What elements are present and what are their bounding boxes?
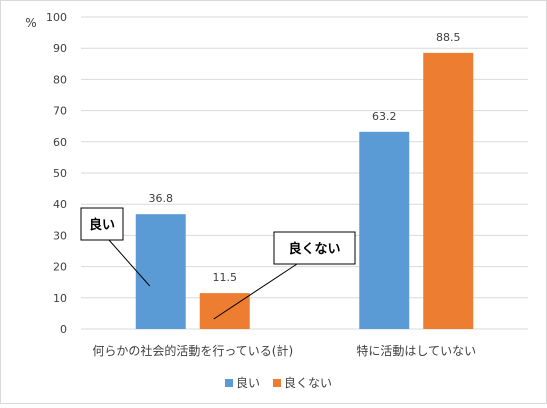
y-axis-unit-label: %	[25, 16, 36, 30]
y-tick-label: 100	[46, 11, 67, 24]
legend-label: 良い	[236, 375, 260, 390]
y-axis-ticks: 0 10 20 30 40 50 60 70 80 90 100	[46, 11, 67, 336]
bar	[359, 131, 410, 329]
category-label: 特に活動はしていない	[356, 343, 476, 358]
data-label: 88.5	[436, 31, 461, 44]
bar	[199, 293, 250, 329]
y-tick-label: 40	[53, 198, 67, 211]
callout-leader-line	[108, 239, 151, 287]
legend-swatch	[225, 379, 233, 387]
y-tick-label: 90	[53, 42, 67, 55]
legend-swatch	[273, 379, 281, 387]
bar	[423, 52, 474, 329]
data-label: 36.8	[149, 192, 174, 205]
y-tick-label: 70	[53, 105, 67, 118]
callout-box	[273, 231, 356, 265]
category-label: 何らかの社会的活動を行っている(計)	[92, 343, 293, 358]
callout-label: 良くない	[288, 241, 340, 257]
category-labels: 何らかの社会的活動を行っている(計) 特に活動はしていない	[92, 343, 476, 358]
data-label: 63.2	[372, 110, 397, 123]
y-tick-label: 30	[53, 229, 67, 242]
bar	[135, 214, 186, 329]
callout-label: 良い	[89, 217, 115, 233]
bars	[135, 52, 474, 329]
y-tick-label: 80	[53, 73, 67, 86]
callout-box	[80, 207, 124, 241]
callout-leader-line	[213, 263, 298, 320]
legend-label: 良くない	[284, 375, 332, 390]
y-tick-label: 20	[53, 261, 67, 274]
y-tick-label: 0	[60, 323, 67, 336]
y-tick-label: 50	[53, 167, 67, 180]
y-tick-label: 10	[53, 292, 67, 305]
y-tick-label: 60	[53, 136, 67, 149]
data-label: 11.5	[213, 271, 238, 284]
data-labels: 36.8 63.2 11.5 88.5	[149, 31, 461, 284]
legend: 良い 良くない	[225, 375, 332, 390]
